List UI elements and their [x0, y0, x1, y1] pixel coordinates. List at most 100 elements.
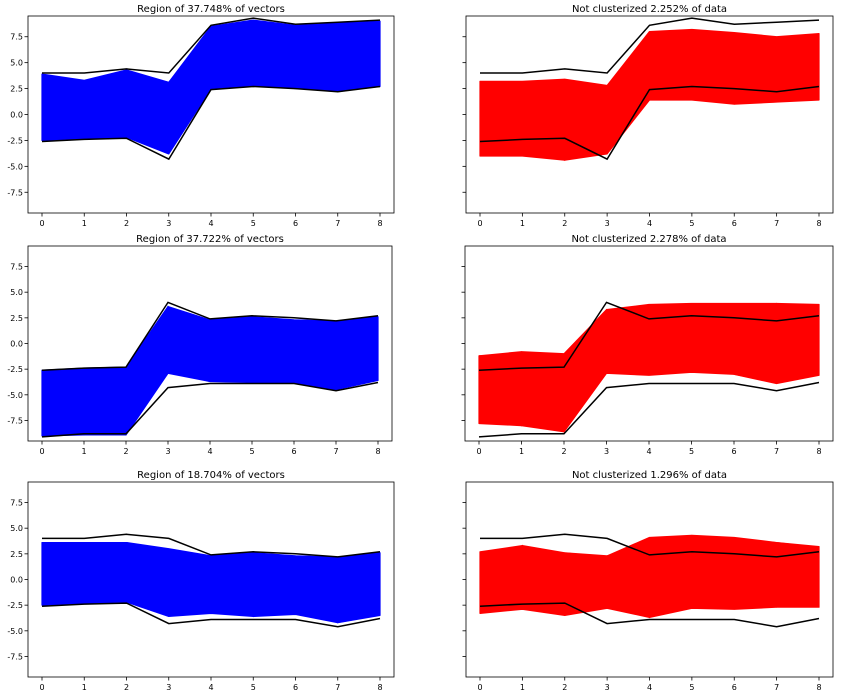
series-line [41, 542, 381, 621]
series-line [479, 30, 820, 159]
series-line [41, 558, 381, 606]
series-line [479, 38, 820, 135]
series-line [479, 67, 820, 159]
x-tick-label: 3 [605, 219, 610, 228]
series-line [41, 543, 381, 617]
y-tick-label: -5.0 [7, 391, 23, 400]
y-tick-label: 5.0 [10, 524, 23, 533]
series-line [478, 327, 820, 419]
series-line [479, 540, 820, 610]
y-tick-label: 7.5 [10, 499, 23, 508]
y-tick-label: 2.5 [10, 314, 23, 323]
series-line [41, 309, 379, 417]
x-tick-label: 6 [731, 447, 736, 456]
series-line [41, 548, 381, 611]
series-line [41, 306, 379, 434]
series-line [479, 538, 820, 615]
series-line [479, 536, 820, 612]
series-line [478, 305, 820, 421]
series-line [479, 554, 820, 592]
series-line [41, 26, 381, 137]
series-line [478, 320, 820, 426]
series-line [478, 309, 820, 392]
series-line [479, 32, 820, 162]
series-line [479, 538, 820, 619]
x-tick-label: 5 [251, 219, 256, 228]
y-tick-label: 7.5 [10, 263, 23, 272]
series-line [479, 550, 820, 602]
series-line [478, 311, 820, 395]
x-tick-label: 1 [82, 219, 87, 228]
series-line [478, 304, 820, 426]
series-line [41, 34, 381, 154]
y-tick-label: -5.0 [7, 627, 23, 636]
series-line [41, 22, 381, 151]
y-tick-label: 0.0 [10, 576, 23, 585]
x-tick-label: 7 [333, 447, 338, 456]
x-tick-label: 7 [335, 683, 340, 692]
bound-lower-line [41, 85, 381, 161]
series-line [41, 57, 381, 139]
data-series [478, 301, 820, 438]
series-line [41, 22, 381, 143]
x-tick-label: 6 [293, 683, 298, 692]
series-line [41, 38, 381, 133]
subplot-title: Not clusterized 1.296% of data [572, 470, 727, 481]
x-tick-label: 7 [774, 219, 779, 228]
subplot-3: Region of 37.722% of vectors 0 1 2 3 4 5 6 7 8 7.5… [7, 234, 393, 456]
subplot-title: Not clusterized 2.278% of data [571, 234, 726, 245]
bound-lower-line [41, 381, 379, 438]
x-tick-label: 3 [165, 447, 170, 456]
x-tick-label: 8 [816, 447, 821, 456]
x-tick-label: 4 [647, 219, 652, 228]
x-tick-label: 8 [816, 219, 821, 228]
series-line [41, 559, 381, 622]
series-line [479, 38, 820, 151]
x-tick-label: 8 [377, 683, 382, 692]
x-tick-label: 3 [605, 683, 610, 692]
y-tick-label: -2.5 [7, 601, 23, 610]
x-tick-label: 1 [81, 447, 86, 456]
data-series [479, 533, 820, 628]
series-line [479, 29, 820, 157]
y-tick-label: -7.5 [7, 416, 23, 425]
series-line [479, 31, 820, 140]
subplot-title: Region of 37.722% of vectors [136, 234, 284, 245]
subplot-5: Region of 18.704% of vectors 0 1 2 3 4 5 6 7 8 7.5… [7, 470, 395, 692]
x-tick-label: 2 [124, 683, 129, 692]
bound-upper-line [41, 301, 379, 371]
series-line [478, 303, 820, 424]
data-series [41, 533, 381, 628]
series-line [41, 328, 379, 416]
x-tick-label: 1 [519, 447, 524, 456]
x-tick-label: 6 [293, 219, 298, 228]
series-line [479, 32, 820, 161]
y-tick-label: -5.0 [7, 162, 23, 171]
series-line [479, 544, 820, 613]
bound-upper-line [42, 533, 381, 558]
subplot-6: Not clusterized 1.296% of data 0 1 2 3 4 5 6 7 8 [462, 470, 834, 692]
series-line [41, 317, 379, 431]
x-tick-label: 2 [562, 683, 567, 692]
x-tick-label: 2 [123, 447, 128, 456]
series-line [478, 311, 820, 413]
x-tick-label: 0 [39, 219, 44, 228]
series-line [41, 20, 381, 154]
subplot-1: Region of 37.748% of vectors 0 1 2 3 4 5 6 7 8 7.5… [7, 4, 395, 228]
series-line [479, 537, 820, 586]
x-tick-label: 1 [520, 683, 525, 692]
subplot-title: Region of 37.748% of vectors [137, 4, 285, 15]
series-line [478, 302, 820, 430]
series-line [41, 37, 381, 139]
bound-upper-line [478, 301, 820, 371]
y-tick-label: 2.5 [10, 550, 23, 559]
series-line [41, 34, 381, 134]
y-tick-label: -2.5 [7, 136, 23, 145]
y-tick-label: 0.0 [10, 340, 23, 349]
series-line [41, 313, 379, 434]
y-tick-label: 5.0 [10, 59, 23, 68]
x-tick-label: 0 [477, 219, 482, 228]
series-line [41, 46, 381, 137]
series-line [479, 551, 820, 597]
